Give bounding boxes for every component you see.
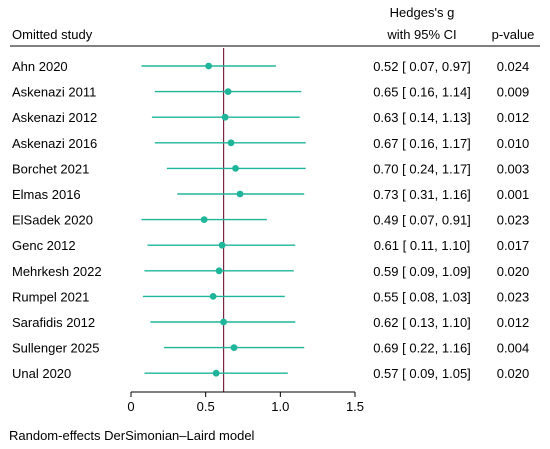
estimate-ci-text: 0.59 [ 0.09, 1.09] [373, 264, 471, 279]
estimate-ci-text: 0.52 [ 0.07, 0.97] [373, 59, 471, 74]
study-name: Elmas 2016 [12, 187, 81, 202]
p-value: 0.020 [497, 264, 530, 279]
p-value: 0.012 [497, 110, 530, 125]
p-value: 0.020 [497, 366, 530, 381]
x-axis: 0 0.5 1.0 1.5 [127, 391, 364, 414]
study-name: Rumpel 2021 [12, 289, 89, 304]
study-row: Genc 2012 0.61 [ 0.11, 1.10] 0.017 [12, 238, 529, 253]
point-estimate [221, 113, 229, 121]
study-row: Elmas 2016 0.73 [ 0.31, 1.16] 0.001 [12, 187, 529, 202]
estimate-ci-text: 0.55 [ 0.08, 1.03] [373, 289, 471, 304]
point-estimate [218, 241, 226, 249]
point-estimate [209, 293, 217, 300]
study-name: Borchet 2021 [12, 161, 89, 176]
p-value: 0.017 [497, 238, 530, 253]
study-row: Borchet 2021 0.70 [ 0.24, 1.17] 0.003 [12, 161, 529, 176]
study-row: Askenazi 2016 0.67 [ 0.16, 1.17] 0.010 [12, 136, 529, 151]
study-name: Genc 2012 [12, 238, 76, 253]
header-estimate-line1: Hedges's g [390, 5, 455, 20]
p-value: 0.004 [497, 341, 530, 356]
estimate-ci-text: 0.63 [ 0.14, 1.13] [373, 110, 471, 125]
x-tick-label: 0.5 [197, 399, 215, 414]
study-row: Mehrkesh 2022 0.59 [ 0.09, 1.09] 0.020 [12, 264, 529, 279]
p-value: 0.023 [497, 289, 530, 304]
point-estimate [205, 62, 213, 70]
point-estimate [212, 369, 220, 377]
estimate-ci-text: 0.67 [ 0.16, 1.17] [373, 136, 471, 151]
study-name: Unal 2020 [12, 366, 71, 381]
estimate-ci-text: 0.73 [ 0.31, 1.16] [373, 187, 471, 202]
header-estimate-line2: with 95% CI [386, 27, 456, 42]
study-rows: Ahn 2020 0.52 [ 0.07, 0.97] 0.024 Askenazi … [12, 59, 529, 381]
study-row: Unal 2020 0.57 [ 0.09, 1.05] 0.020 [12, 366, 529, 381]
study-name: Askenazi 2016 [12, 136, 97, 151]
study-name: Ahn 2020 [12, 59, 68, 74]
point-estimate [236, 190, 244, 198]
study-name: Mehrkesh 2022 [12, 264, 102, 279]
estimate-ci-text: 0.49 [ 0.07, 0.91] [373, 213, 471, 228]
study-row: Rumpel 2021 0.55 [ 0.08, 1.03] 0.023 [12, 289, 529, 304]
p-value: 0.001 [497, 187, 530, 202]
study-name: Askenazi 2012 [12, 110, 97, 125]
study-row: Askenazi 2012 0.63 [ 0.14, 1.13] 0.012 [12, 110, 529, 125]
study-name: Sullenger 2025 [12, 341, 99, 356]
estimate-ci-text: 0.65 [ 0.16, 1.14] [373, 85, 471, 100]
study-name: Askenazi 2011 [12, 85, 96, 100]
point-estimate [224, 88, 232, 95]
point-estimate [220, 318, 227, 326]
estimate-ci-text: 0.70 [ 0.24, 1.17] [373, 161, 471, 176]
point-estimate [200, 216, 208, 224]
study-row: Askenazi 2011 0.65 [ 0.16, 1.14] 0.009 [12, 85, 529, 100]
estimate-ci-text: 0.69 [ 0.22, 1.16] [373, 341, 471, 356]
study-name: Sarafidis 2012 [12, 315, 95, 330]
x-tick-label: 1.5 [346, 399, 364, 414]
header-study: Omitted study [12, 27, 93, 42]
study-row: ElSadek 2020 0.49 [ 0.07, 0.91] 0.023 [12, 213, 529, 228]
study-row: Ahn 2020 0.52 [ 0.07, 0.97] 0.024 [12, 59, 529, 74]
estimate-ci-text: 0.62 [ 0.13, 1.10] [373, 315, 471, 330]
p-value: 0.009 [497, 85, 530, 100]
p-value: 0.024 [497, 59, 530, 74]
point-estimate [227, 139, 235, 147]
point-estimate [230, 344, 238, 351]
p-value: 0.010 [497, 136, 530, 151]
header-pvalue: p-value [492, 27, 535, 42]
p-value: 0.003 [497, 161, 530, 176]
point-estimate [232, 165, 239, 172]
study-row: Sarafidis 2012 0.62 [ 0.13, 1.10] 0.012 [12, 315, 529, 330]
x-tick-label: 0 [127, 399, 134, 414]
study-name: ElSadek 2020 [12, 213, 93, 228]
estimate-ci-text: 0.61 [ 0.11, 1.10] [374, 238, 471, 253]
estimate-ci-text: 0.57 [ 0.09, 1.05] [373, 366, 471, 381]
p-value: 0.023 [497, 213, 530, 228]
study-row: Sullenger 2025 0.69 [ 0.22, 1.16] 0.004 [12, 341, 529, 356]
p-value: 0.012 [497, 315, 530, 330]
x-tick-label: 1.0 [271, 399, 289, 414]
footnote: Random-effects DerSimonian–Laird model [9, 428, 255, 443]
point-estimate [215, 267, 223, 275]
